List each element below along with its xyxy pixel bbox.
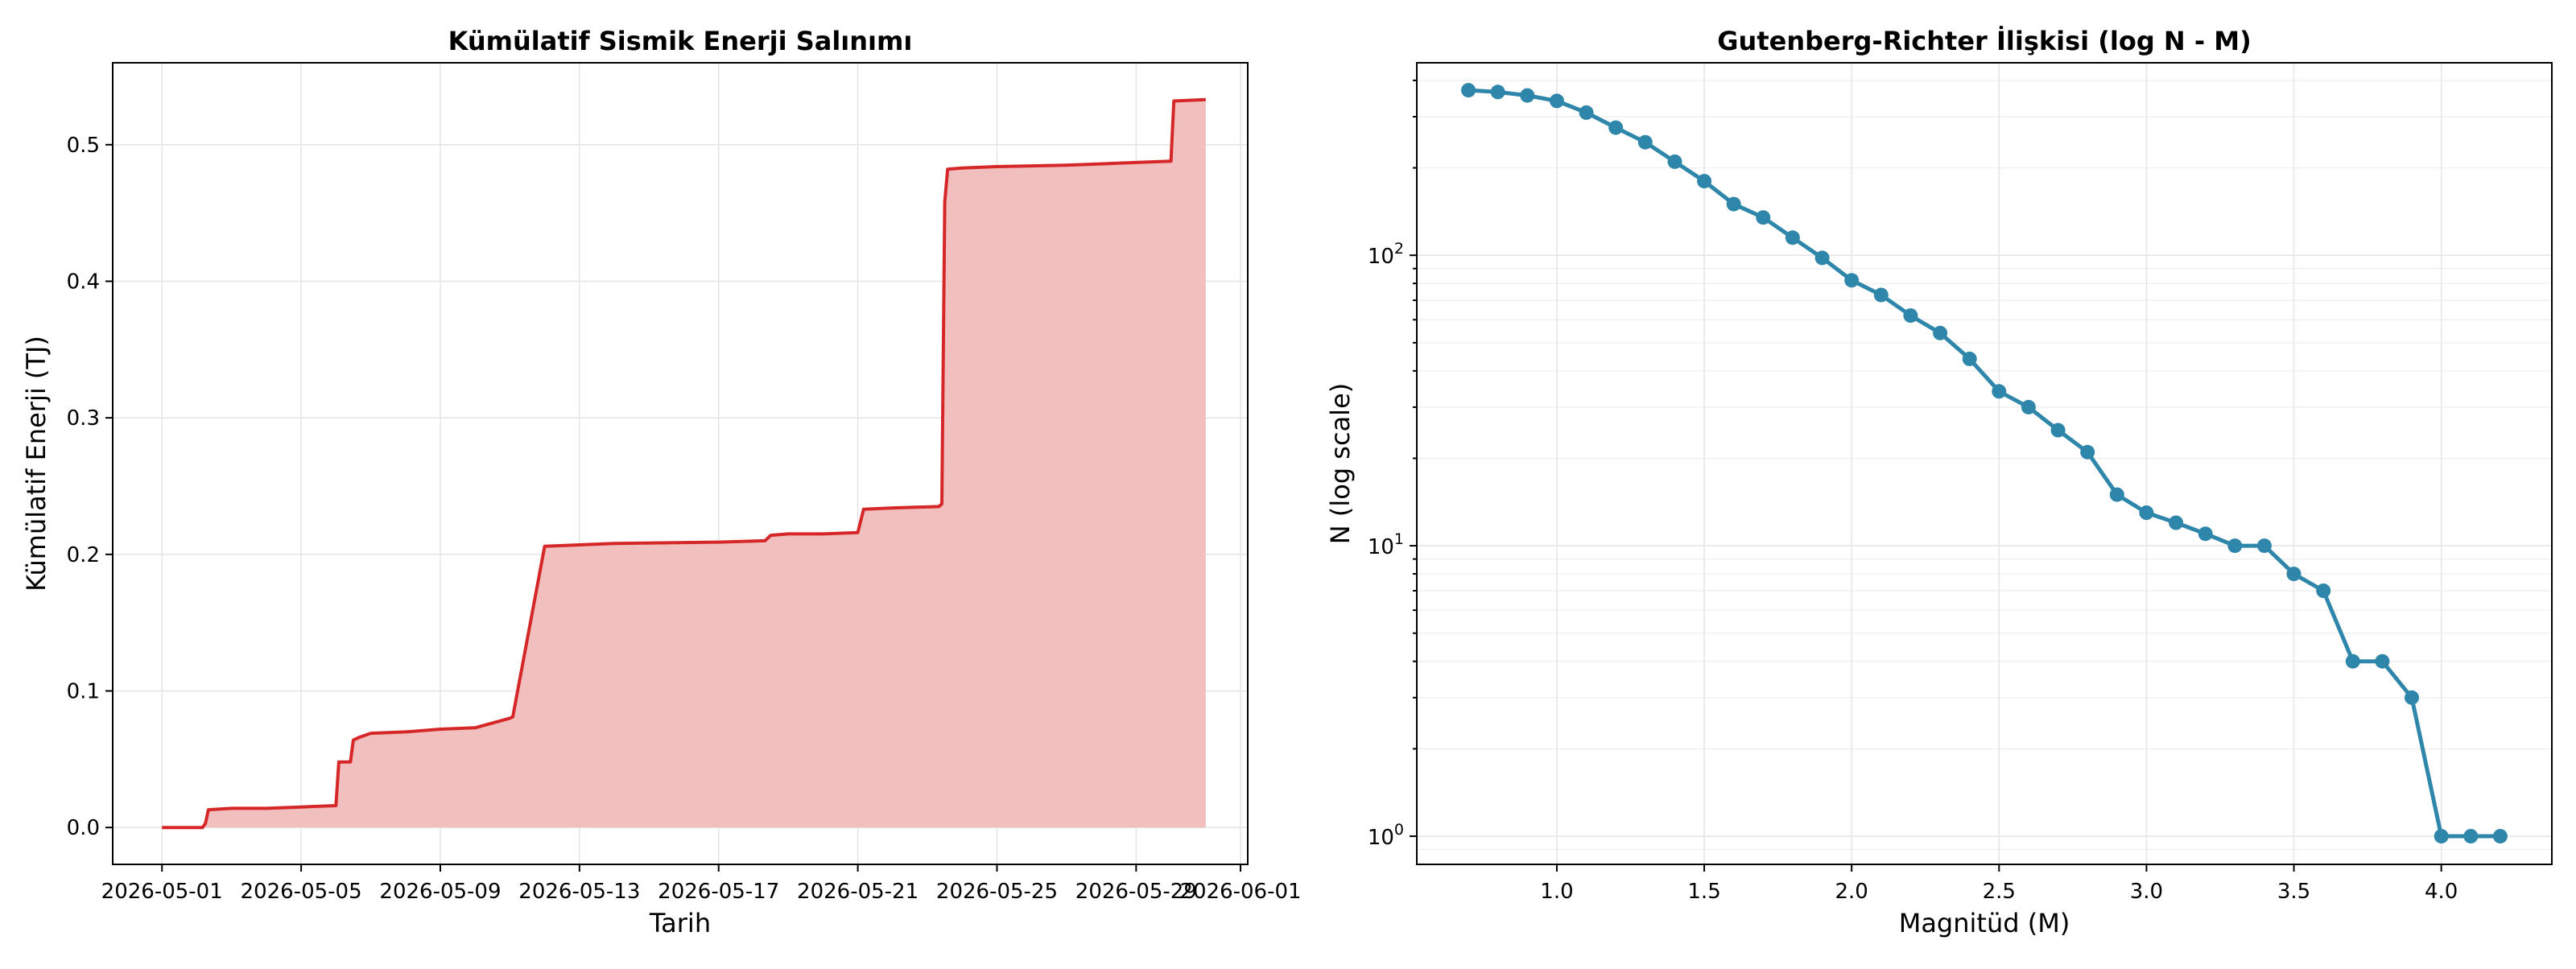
energy-x-tick-label: 2026-05-13 [518, 880, 640, 904]
gr-data-point [1992, 384, 2007, 399]
energy-x-tick-label: 2026-05-25 [936, 880, 1058, 904]
gr-data-point [1637, 134, 1653, 150]
energy-y-tick-label: 0.3 [67, 406, 100, 431]
gr-data-point [1814, 250, 1830, 266]
gr-y-tick-exponent: 2 [1394, 240, 1404, 258]
energy-x-tick-label: 2026-05-17 [658, 880, 779, 904]
chart-energy: Kümülatif Sismik Enerji Salınımı 2026-05… [21, 26, 1302, 938]
gr-y-axis-label: N (log scale) [1325, 383, 1356, 544]
gr-plot-frame [1416, 62, 2553, 865]
gr-data-point [2139, 505, 2154, 520]
gr-data-point [1933, 325, 1948, 340]
gr-data-point [2198, 526, 2213, 542]
gr-data-point [1756, 210, 1771, 225]
gr-data-point [2050, 423, 2066, 438]
gr-y-tick-base: 10 [1368, 826, 1394, 850]
gr-data-point [2080, 444, 2095, 460]
energy-y-axis-label: Kümülatif Enerji (TJ) [21, 336, 52, 592]
energy-y-tick-label: 0.0 [67, 816, 100, 840]
gr-data-point [2169, 515, 2184, 530]
gr-y-tick-label: 100 [1368, 821, 1404, 850]
gr-markers [1461, 83, 2508, 843]
gr-data-point [2492, 829, 2508, 843]
gr-y-tick-label: 101 [1368, 530, 1404, 559]
gr-data-point [2021, 399, 2036, 414]
energy-x-tick-label: 2026-05-21 [797, 880, 919, 904]
gr-x-tick-label: 3.5 [2277, 880, 2310, 904]
gr-x-tick-label: 2.5 [1983, 880, 2016, 904]
gr-data-point [1903, 308, 1918, 324]
energy-y-axis: 0.0 0.1 0.2 0.3 0.4 0.5 [67, 134, 113, 840]
gr-data-point [2463, 829, 2479, 843]
gr-data-point [2109, 487, 2124, 502]
energy-x-tick-label: 2026-05-01 [101, 880, 223, 904]
gr-data-point [2286, 567, 2301, 582]
gr-x-axis-label: Magnitüd (M) [1899, 908, 2070, 938]
gr-y-tick-label: 102 [1368, 240, 1404, 269]
energy-y-tick-label: 0.5 [67, 134, 100, 158]
gr-data-point [1608, 120, 1624, 135]
gr-data-point [1873, 287, 1889, 303]
gr-y-tick-base: 10 [1368, 245, 1394, 269]
energy-y-tick-label: 0.2 [67, 543, 100, 567]
gr-plot-area [1417, 63, 2552, 864]
gr-y-tick-exponent: 0 [1394, 821, 1404, 839]
gr-x-tick-label: 1.5 [1687, 880, 1720, 904]
gr-y-tick-exponent: 1 [1394, 530, 1404, 548]
gr-data-point [1550, 93, 1564, 109]
gr-data-point [2375, 654, 2390, 669]
gr-data-point [2316, 583, 2331, 598]
chart-gutenberg-richter: Gutenberg-Richter İlişkisi (log N - M) 1… [1325, 26, 2553, 938]
gr-data-point [1579, 105, 1594, 120]
energy-x-tick-label: 2026-05-05 [241, 880, 362, 904]
energy-chart-title: Kümülatif Sismik Enerji Salınımı [448, 26, 913, 56]
gr-x-tick-label: 1.0 [1540, 880, 1573, 904]
gr-x-tick-label: 2.0 [1835, 880, 1868, 904]
gr-x-axis: 1.0 1.5 2.0 2.5 3.0 3.5 4.0 [1540, 864, 2458, 904]
energy-x-tick-label: 2026-06-01 [1179, 880, 1301, 904]
gr-data-point [1520, 88, 1535, 103]
gr-chart-title: Gutenberg-Richter İlişkisi (log N - M) [1717, 26, 2251, 56]
energy-x-tick-label: 2026-05-09 [379, 880, 501, 904]
gr-data-point [1667, 154, 1682, 169]
gr-data-point [2405, 690, 2419, 705]
energy-y-tick-label: 0.1 [67, 680, 100, 704]
gr-data-point [2345, 654, 2360, 669]
energy-x-axis-label: Tarih [649, 908, 711, 938]
gr-data-point [2434, 829, 2449, 843]
gr-data-point [2256, 538, 2272, 554]
gr-data-point [1697, 174, 1712, 189]
energy-y-tick-label: 0.4 [67, 270, 100, 294]
energy-x-tick-label: 2026-05-29 [1075, 880, 1197, 904]
gr-x-tick-label: 4.0 [2425, 880, 2458, 904]
energy-x-axis: 2026-05-01 2026-05-05 2026-05-09 2026-05-13… [101, 864, 1302, 904]
gr-y-tick-base: 10 [1368, 535, 1394, 559]
gr-data-point [1726, 196, 1741, 212]
gr-data-point [1962, 351, 1977, 366]
gr-x-tick-label: 3.0 [2130, 880, 2163, 904]
gr-data-point [1490, 85, 1505, 100]
energy-plot-frame [112, 62, 1249, 865]
gr-data-point [2227, 538, 2243, 554]
gr-data-point [1785, 230, 1800, 245]
gr-data-point [1844, 273, 1860, 288]
gr-data-point [1461, 83, 1476, 98]
energy-series-line [162, 97, 1206, 830]
